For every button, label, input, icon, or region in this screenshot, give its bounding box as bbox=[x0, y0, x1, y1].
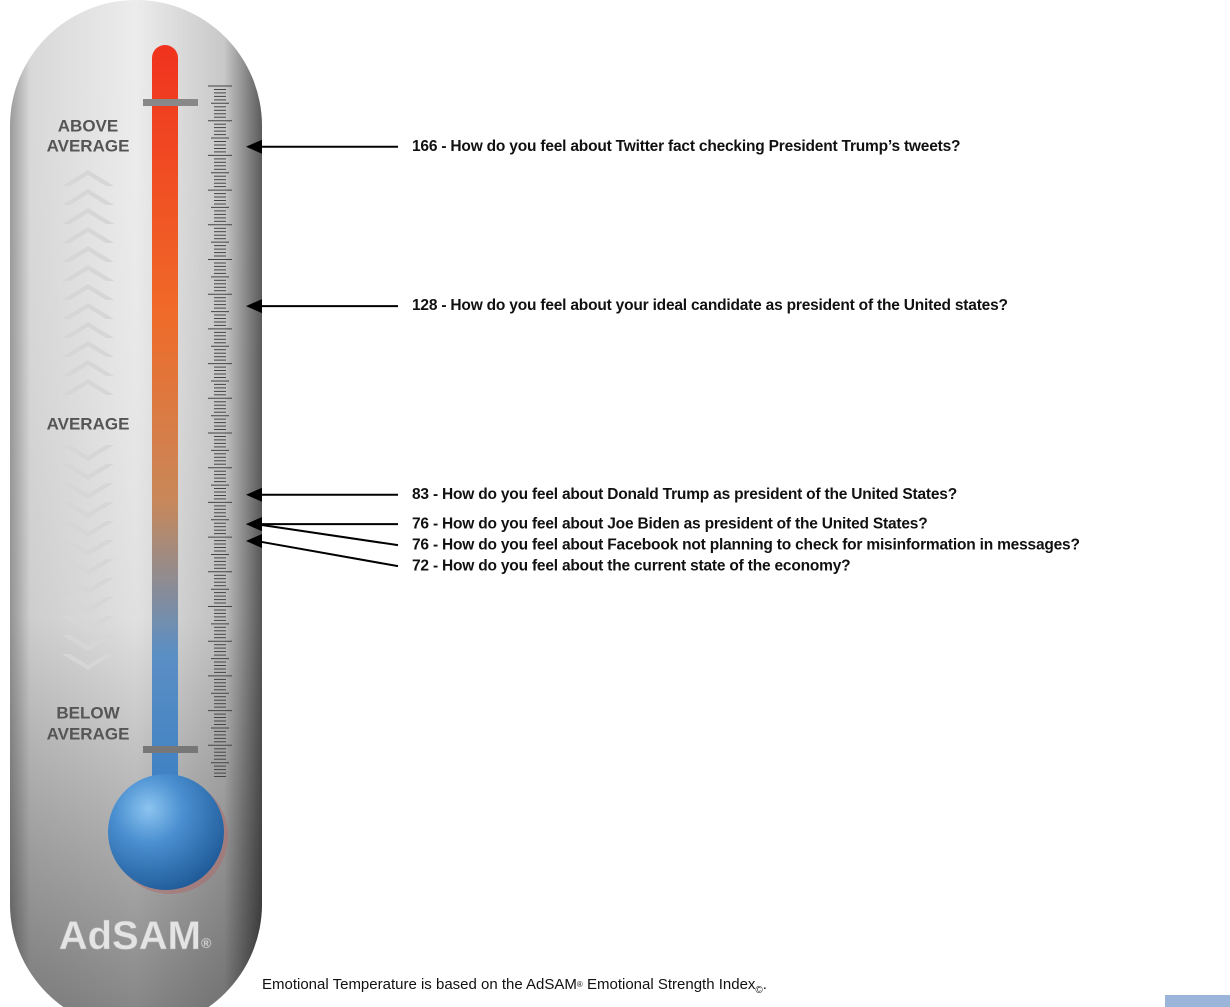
chevron bbox=[62, 379, 114, 395]
chevron bbox=[62, 483, 114, 499]
question-label: 72 - How do you feel about the current s… bbox=[412, 557, 850, 574]
chevron bbox=[62, 654, 114, 670]
chevron bbox=[62, 540, 114, 556]
chevron bbox=[62, 322, 114, 338]
chevron bbox=[62, 445, 114, 461]
chevron bbox=[62, 521, 114, 537]
chevron bbox=[62, 578, 114, 594]
zone-label: AVERAGE bbox=[47, 414, 130, 433]
footnote-mark: ® bbox=[577, 980, 583, 989]
chevron bbox=[62, 246, 114, 262]
chevron bbox=[62, 189, 114, 205]
chevron bbox=[62, 635, 114, 651]
thermometer-bulb bbox=[108, 774, 224, 890]
footnote-text: . bbox=[763, 976, 767, 993]
footnote-mark: © bbox=[755, 985, 763, 996]
chevron bbox=[62, 464, 114, 480]
scale bbox=[208, 85, 232, 777]
corner-box bbox=[1165, 995, 1230, 1007]
thermometer-tube bbox=[152, 45, 178, 805]
logo: AdSAM® bbox=[59, 914, 212, 958]
thermometer-shade bbox=[10, 0, 262, 1007]
chevron bbox=[62, 303, 114, 319]
chevron bbox=[62, 341, 114, 357]
chevron bbox=[62, 265, 114, 281]
chevron bbox=[62, 170, 114, 186]
footnote-text: Emotional Strength Index bbox=[583, 976, 756, 993]
arrow-head bbox=[246, 517, 262, 532]
chevron bbox=[62, 502, 114, 518]
zone-label: BELOW bbox=[56, 703, 120, 722]
clip bbox=[143, 746, 198, 753]
zone-label: AVERAGE bbox=[47, 136, 130, 155]
question-label: 76 - How do you feel about Facebook not … bbox=[412, 536, 1080, 553]
arrow-head bbox=[246, 139, 262, 154]
chevron bbox=[62, 284, 114, 300]
chevron bbox=[62, 597, 114, 613]
arrow-head bbox=[246, 487, 262, 502]
chevron bbox=[62, 559, 114, 575]
logo-text: AdSAM bbox=[59, 914, 201, 958]
question-label: 166 - How do you feel about Twitter fact… bbox=[412, 138, 960, 155]
chevrons bbox=[62, 170, 114, 670]
arrow-line bbox=[255, 539, 399, 568]
arrow-head bbox=[246, 299, 262, 314]
chevron bbox=[62, 360, 114, 376]
question-label: 128 - How do you feel about your ideal c… bbox=[412, 297, 1008, 314]
chevron bbox=[62, 616, 114, 632]
footnote: Emotional Temperature is based on the Ad… bbox=[262, 976, 767, 996]
arrow-line bbox=[255, 523, 399, 547]
arrow-head bbox=[246, 533, 262, 548]
zone-label: AVERAGE bbox=[47, 724, 130, 743]
logo-mark: ® bbox=[201, 935, 212, 951]
chevron bbox=[62, 227, 114, 243]
clip bbox=[143, 99, 198, 106]
question-label: 83 - How do you feel about Donald Trump … bbox=[412, 486, 957, 503]
footnote-text: Emotional Temperature is based on the Ad… bbox=[262, 976, 577, 993]
question-label: 76 - How do you feel about Joe Biden as … bbox=[412, 515, 927, 532]
chevron bbox=[62, 208, 114, 224]
zone-label: ABOVE bbox=[58, 116, 118, 135]
